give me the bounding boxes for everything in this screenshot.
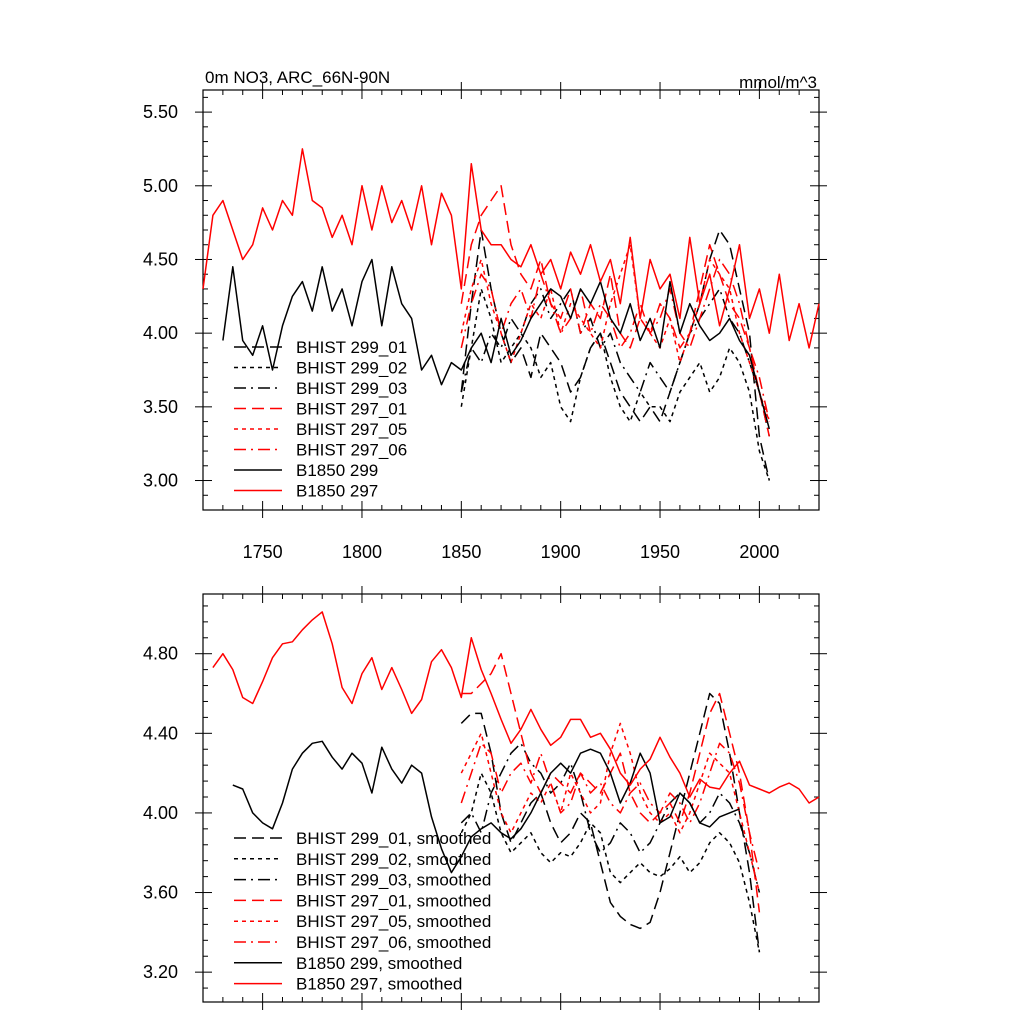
y-tick-label: 3.20 xyxy=(143,962,178,982)
legend-label: B1850 299 xyxy=(296,461,378,480)
series-line xyxy=(460,243,771,422)
y-tick-label: 5.00 xyxy=(143,176,178,196)
series-line xyxy=(212,611,820,804)
y-tick-label: 4.00 xyxy=(143,323,178,343)
series-line xyxy=(460,185,771,437)
legend-label: BHIST 297_01 xyxy=(296,400,407,419)
x-tick-label: 1850 xyxy=(441,542,481,562)
y-tick-label: 3.60 xyxy=(143,883,178,903)
y-tick-label: 4.50 xyxy=(143,249,178,269)
legend-label: BHIST 297_05 xyxy=(296,420,407,439)
y-tick-label: 3.00 xyxy=(143,471,178,491)
y-tick-label: 3.50 xyxy=(143,397,178,417)
series-line xyxy=(460,772,761,953)
legend-label: BHIST 297_05, smoothed xyxy=(296,912,491,931)
y-tick-label: 4.00 xyxy=(143,803,178,823)
y-tick-label: 5.50 xyxy=(143,102,178,122)
series-line xyxy=(460,258,771,422)
bottom-plot-frame xyxy=(202,593,820,1003)
x-tick-label: 1950 xyxy=(640,542,680,562)
legend-label: BHIST 299_03, smoothed xyxy=(296,871,491,890)
series-line xyxy=(460,742,761,873)
legend-label: BHIST 297_06 xyxy=(296,441,407,460)
x-tick-label: 2000 xyxy=(739,542,779,562)
legend-label: BHIST 299_01, smoothed xyxy=(296,829,491,848)
legend-label: BHIST 299_02, smoothed xyxy=(296,850,491,869)
legend-label: BHIST 297_01, smoothed xyxy=(296,891,491,910)
legend-label: B1850 297, smoothed xyxy=(296,975,462,994)
y-tick-label: 4.40 xyxy=(143,723,178,743)
legend-label: B1850 299, smoothed xyxy=(296,954,462,973)
top-panel-title: 0m NO3, ARC_66N-90N xyxy=(205,68,390,87)
top-panel: 0m NO3, ARC_66N-90N mmol/m^3 1750 1800 185… xyxy=(143,68,827,562)
legend-label: B1850 297 xyxy=(296,482,378,501)
top-panel-units: mmol/m^3 xyxy=(739,73,817,92)
x-tick-label: 1900 xyxy=(541,542,581,562)
series-line xyxy=(460,742,761,893)
legend-label: BHIST 299_01 xyxy=(296,338,407,357)
series-line xyxy=(460,288,771,437)
series-line xyxy=(460,229,771,481)
series-line xyxy=(460,722,761,893)
legend-label: BHIST 299_03 xyxy=(296,379,407,398)
series-line xyxy=(202,148,820,349)
top-plot-frame xyxy=(202,89,820,511)
bottom-panel: 3.20 3.60 4.00 4.40 4.80 BHIST 299_01, smooth… xyxy=(143,586,827,1010)
series-line xyxy=(460,692,761,953)
series-line xyxy=(222,258,771,430)
legend-label: BHIST 299_02 xyxy=(296,359,407,378)
series-line xyxy=(460,288,771,481)
x-tick-label: 1750 xyxy=(243,542,283,562)
x-tick-label: 1800 xyxy=(342,542,382,562)
legend-label: BHIST 297_06, smoothed xyxy=(296,933,491,952)
y-tick-label: 4.80 xyxy=(143,644,178,664)
series-line xyxy=(232,740,740,874)
